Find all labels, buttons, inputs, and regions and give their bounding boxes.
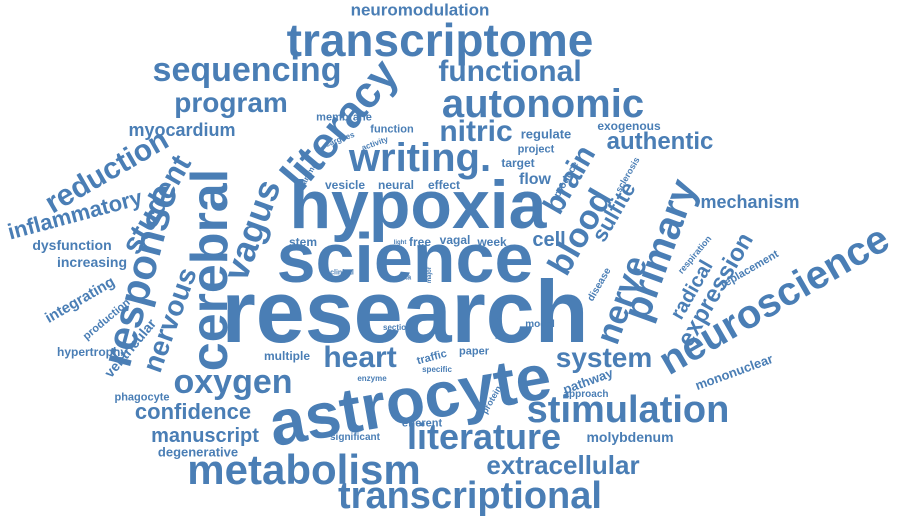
word-significant: significant <box>329 432 381 443</box>
word-dysfunction: dysfunction <box>32 237 112 253</box>
word-metabolism: metabolism <box>187 446 421 493</box>
word-stem: stem <box>288 235 318 249</box>
word-phagocyte: phagocyte <box>114 391 170 404</box>
word-literature: literature <box>406 416 562 457</box>
word-molybdenum: molybdenum <box>586 429 674 445</box>
word-approach: approach <box>563 389 609 400</box>
word-vagal: vagal <box>439 233 471 247</box>
word-efferent: efferent <box>401 417 443 430</box>
word-neuromodulation: neuromodulation <box>350 0 490 20</box>
word-vesicle: vesicle <box>324 178 366 192</box>
word-transcriptional: transcriptional <box>338 475 602 517</box>
word-flow: flow <box>519 171 551 188</box>
word-week: week <box>477 235 507 249</box>
word-manuscript: manuscript <box>151 425 259 447</box>
word-section: section <box>382 323 412 332</box>
word-membrane: membrane <box>316 111 372 124</box>
word-stimulation: stimulation <box>526 389 730 431</box>
word-autonomic: autonomic <box>441 82 645 126</box>
word-confidence: confidence <box>134 399 252 424</box>
word-hypoxia: hypoxia <box>289 167 547 243</box>
word-multiple: multiple <box>263 349 311 363</box>
word-free: free <box>408 235 432 249</box>
word-light: light <box>393 240 407 246</box>
word-regulate: regulate <box>520 126 572 142</box>
word-functional: functional <box>438 55 582 88</box>
word-mechanism: mechanism <box>700 192 800 212</box>
word-data: data <box>396 274 412 282</box>
word-research: research <box>221 262 589 361</box>
word-degenerative: degenerative <box>157 444 239 460</box>
word-oxygen: oxygen <box>173 363 293 401</box>
word-target: target <box>501 156 535 170</box>
word-neural: neural <box>377 178 415 192</box>
word-nitric: nitric <box>439 115 513 148</box>
word-enzyme: enzyme <box>357 374 387 383</box>
word-cell: cell <box>532 229 566 251</box>
word-clinical: clinical <box>330 269 354 277</box>
word-science: science <box>276 219 534 297</box>
word-project: project <box>517 143 555 156</box>
word-extracellular: extracellular <box>486 450 640 480</box>
word-major: major <box>427 266 433 284</box>
word-hypertrophy: hypertrophy <box>56 345 128 359</box>
word-model: model <box>525 319 555 330</box>
word-writing: writing. <box>348 136 492 180</box>
word-nscs: nscs <box>492 314 505 340</box>
word-program: program <box>174 87 288 118</box>
word-sequencing: sequencing <box>152 51 342 89</box>
word-system: system <box>555 342 653 373</box>
word-transcriptome: transcriptome <box>286 14 594 66</box>
word-paper: paper <box>459 345 489 358</box>
word-myocardium: myocardium <box>128 120 236 140</box>
word-increasing: increasing <box>56 254 128 270</box>
word-authentic: authentic <box>606 128 714 155</box>
word-exogenous: exogenous <box>597 119 661 133</box>
word-specific: specific <box>422 365 452 374</box>
word-function: function <box>370 123 414 136</box>
word-effect: effect <box>427 178 461 192</box>
word-heart: heart <box>323 341 397 374</box>
